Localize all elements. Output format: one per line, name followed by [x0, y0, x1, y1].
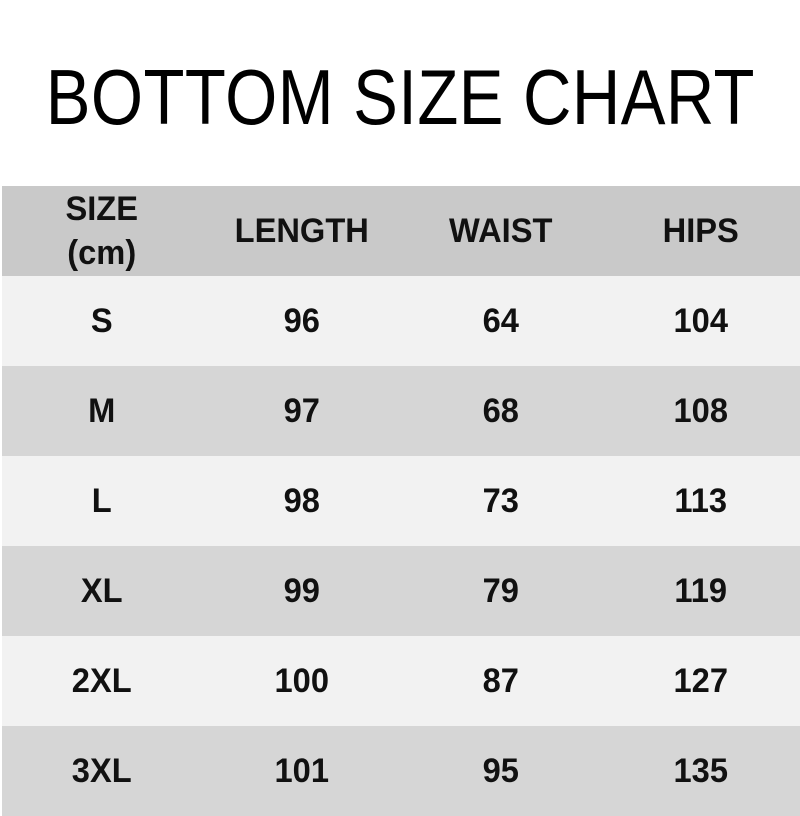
table-row-s: S 96 64 104: [2, 276, 800, 366]
table-row-3xl: 3XL 101 95 135: [2, 726, 800, 816]
cell-length: 100: [274, 661, 329, 700]
header-cell-length: LENGTH: [234, 211, 369, 250]
cell-length: 96: [283, 301, 320, 340]
cell-waist: 79: [482, 571, 519, 610]
cell-size: L: [91, 481, 112, 520]
cell-length: 101: [274, 751, 329, 790]
cell-size: 2XL: [71, 661, 132, 700]
header-size-line1: SIZE: [65, 190, 139, 228]
cell-waist: 95: [482, 751, 519, 790]
table-row-m: M 97 68 108: [2, 366, 800, 456]
header-cell-waist: WAIST: [449, 211, 553, 250]
cell-length: 99: [283, 571, 320, 610]
cell-hips: 113: [673, 481, 727, 520]
cell-size: M: [88, 391, 116, 430]
cell-size: S: [90, 301, 113, 340]
size-chart-table: SIZE (cm) LENGTH WAIST HIPS S 96 64 104 …: [2, 186, 800, 816]
cell-hips: 108: [673, 391, 728, 430]
cell-hips: 127: [673, 661, 728, 700]
table-header-row: SIZE (cm) LENGTH WAIST HIPS: [2, 186, 800, 276]
table-row-2xl: 2XL 100 87 127: [2, 636, 800, 726]
cell-size: 3XL: [71, 751, 132, 790]
header-cell-size: SIZE (cm): [6, 186, 198, 276]
header-cell-hips: HIPS: [662, 211, 739, 250]
header-size-line2: (cm): [67, 234, 137, 272]
cell-hips: 119: [673, 571, 727, 610]
cell-length: 97: [283, 391, 320, 430]
cell-waist: 68: [482, 391, 519, 430]
cell-hips: 104: [673, 301, 728, 340]
cell-waist: 87: [482, 661, 519, 700]
cell-length: 98: [283, 481, 320, 520]
page-title: BOTTOM SIZE CHART: [45, 52, 755, 141]
cell-waist: 64: [482, 301, 519, 340]
table-row-xl: XL 99 79 119: [2, 546, 800, 636]
page-title-wrap: BOTTOM SIZE CHART: [0, 0, 800, 186]
cell-hips: 135: [673, 751, 728, 790]
cell-waist: 73: [482, 481, 519, 520]
table-row-l: L 98 73 113: [2, 456, 800, 546]
cell-size: XL: [80, 571, 123, 610]
